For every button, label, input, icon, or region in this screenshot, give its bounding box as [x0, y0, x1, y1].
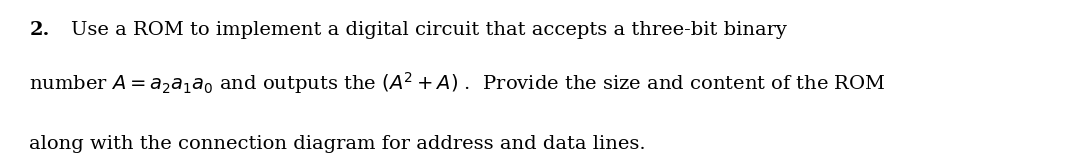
- Text: along with the connection diagram for address and data lines.: along with the connection diagram for ad…: [29, 135, 646, 153]
- Text: number $A = a_2a_1a_0$ and outputs the $(A^2 + A)$ .  Provide the size and conte: number $A = a_2a_1a_0$ and outputs the $…: [29, 70, 886, 96]
- Text: Use a ROM to implement a digital circuit that accepts a three-bit binary: Use a ROM to implement a digital circuit…: [72, 21, 787, 39]
- Text: 2.: 2.: [29, 21, 50, 39]
